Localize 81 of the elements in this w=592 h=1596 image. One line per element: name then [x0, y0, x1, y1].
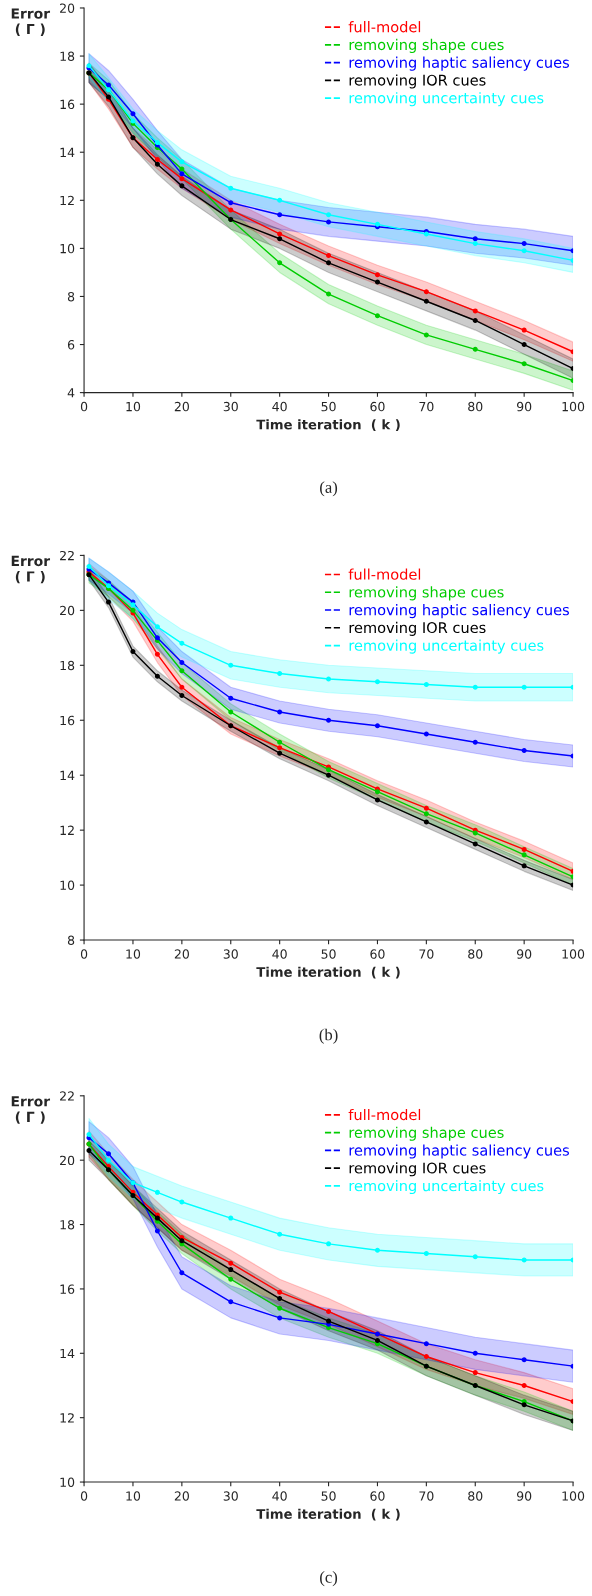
y-tick-label: 10 [60, 1477, 75, 1487]
y-tick-label: 22 [60, 550, 74, 561]
y-tick-label: 14 [60, 147, 75, 157]
legend-label: full-model [348, 1108, 421, 1121]
x-tick-label: 60 [370, 949, 385, 959]
y-tick-label: 16 [60, 715, 75, 726]
text: (b) [319, 1028, 338, 1044]
x-tick-label: 60 [370, 1491, 385, 1501]
y-tick-label: 8 [67, 935, 75, 945]
x-tick-label: 100 [562, 401, 585, 412]
legend-label: removing IOR cues [349, 74, 486, 89]
legend-label: removing uncertainty cues [349, 1179, 544, 1195]
y-axis-title: Error ( Γ ) [11, 1096, 51, 1124]
legend-label: removing shape cues [349, 586, 504, 601]
x-tick-label: 80 [468, 401, 483, 412]
x-axis-title: Time iteration ( k ) [256, 1508, 400, 1521]
y-tick-label: 12 [60, 825, 74, 835]
x-tick-label: 10 [126, 949, 141, 959]
x-tick-label: 20 [174, 401, 189, 412]
y-tick-label: 20 [60, 605, 75, 616]
text: (a) [320, 481, 338, 497]
x-tick-label: 100 [562, 949, 585, 959]
x-tick-label: 30 [223, 1491, 238, 1501]
y-tick-label: 20 [60, 3, 75, 13]
text: (c) [320, 1571, 338, 1587]
legend-label: removing shape cues [349, 38, 504, 53]
legend-label: full-model [348, 568, 421, 580]
legend-label: removing haptic saliency cues [349, 604, 569, 619]
y-tick-label: 14 [60, 770, 75, 780]
x-tick-label: 40 [272, 401, 287, 412]
y-tick-label: 10 [60, 243, 75, 254]
legend-label: removing uncertainty cues [349, 92, 544, 107]
x-tick-label: 70 [419, 401, 434, 412]
y-axis-title: Error ( Γ ) [11, 555, 51, 584]
x-tick-label: 70 [419, 1491, 434, 1501]
y-tick-label: 20 [60, 1155, 75, 1166]
x-tick-label: 0 [80, 1491, 88, 1501]
y-tick-label: 18 [60, 660, 75, 671]
y-tick-label: 4 [67, 388, 75, 398]
y-tick-label: 18 [60, 51, 75, 61]
x-tick-label: 90 [516, 949, 532, 959]
legend-label: removing IOR cues [349, 1162, 486, 1177]
y-tick-label: 12 [60, 195, 74, 206]
x-tick-label: 50 [321, 401, 336, 412]
x-tick-label: 30 [223, 949, 238, 959]
y-tick-label: 6 [67, 340, 75, 350]
y-tick-label: 8 [67, 291, 75, 302]
legend-label: removing IOR cues [349, 621, 486, 636]
y-tick-label: 14 [60, 1348, 75, 1359]
x-tick-label: 80 [468, 949, 483, 959]
x-tick-label: 60 [370, 401, 385, 412]
x-tick-label: 30 [223, 401, 238, 412]
x-tick-label: 90 [516, 1491, 532, 1501]
legend-label: removing haptic saliency cues [349, 56, 569, 71]
y-tick-label: 18 [60, 1220, 75, 1230]
x-axis-title: Time iteration ( k ) [256, 966, 400, 979]
y-tick-label: 12 [60, 1413, 74, 1423]
x-tick-label: 0 [80, 401, 88, 412]
x-tick-label: 40 [272, 1491, 287, 1501]
legend-label: removing shape cues [349, 1126, 504, 1141]
x-tick-label: 20 [174, 1491, 189, 1501]
legend-label: full-model [348, 21, 421, 33]
y-tick-label: 10 [60, 880, 75, 891]
x-tick-label: 40 [272, 949, 287, 959]
x-tick-label: 10 [126, 1491, 141, 1501]
x-tick-label: 100 [562, 1491, 585, 1501]
x-tick-label: 10 [126, 401, 141, 412]
y-tick-label: 16 [60, 1284, 75, 1294]
x-tick-label: 70 [419, 949, 434, 959]
y-axis-title: Error ( Γ ) [11, 8, 51, 36]
x-tick-label: 80 [468, 1491, 483, 1501]
x-tick-label: 50 [321, 949, 336, 959]
x-tick-label: 50 [321, 1491, 336, 1501]
x-tick-label: 0 [80, 949, 88, 959]
y-tick-label: 22 [60, 1091, 74, 1101]
legend-label: removing uncertainty cues [349, 639, 544, 654]
x-tick-label: 90 [516, 401, 532, 412]
y-tick-label: 16 [60, 99, 75, 110]
x-axis-title: Time iteration ( k ) [256, 419, 400, 432]
x-tick-label: 20 [174, 949, 189, 959]
legend-label: removing haptic saliency cues [349, 1144, 569, 1159]
